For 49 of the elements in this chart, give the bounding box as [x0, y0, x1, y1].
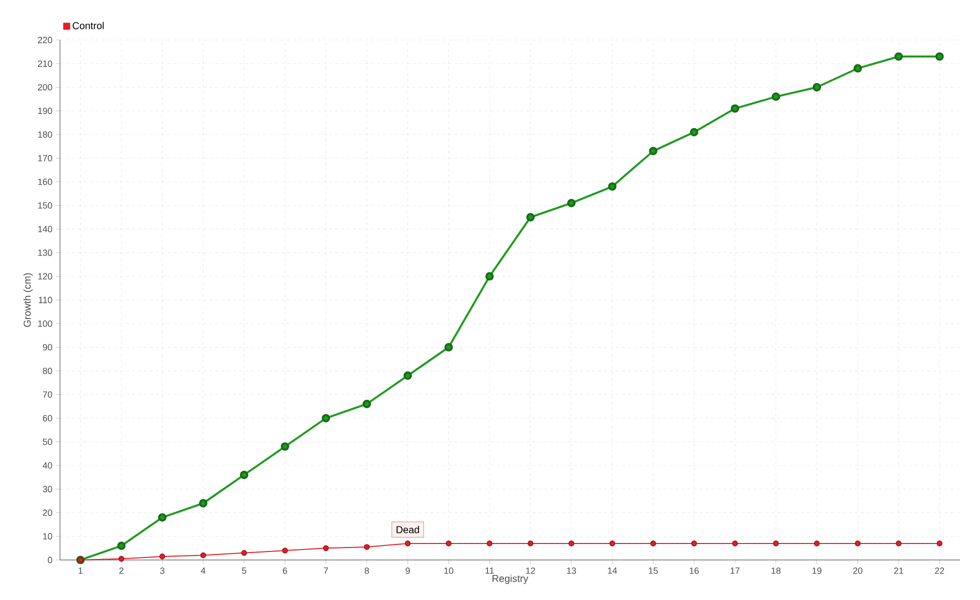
y-tick-label: 50	[42, 438, 52, 445]
y-tick-label: 220	[38, 36, 52, 44]
x-tick-label: 18	[772, 568, 781, 574]
x-tick-label: 22	[935, 568, 944, 574]
annotation: Dead	[396, 526, 420, 534]
y-tick-label: 10	[43, 533, 52, 540]
x-tick-label: 11	[486, 568, 494, 574]
x-tick-label: 19	[812, 568, 822, 574]
x-tick-label: 6	[282, 568, 288, 574]
y-tick-label: 20	[42, 510, 52, 516]
y-tick-label: 80	[42, 368, 52, 374]
y-tick-label: 210	[38, 60, 52, 67]
y-tick-label: 130	[38, 250, 52, 256]
x-tick-label: 9	[406, 568, 410, 574]
x-tick-label: 5	[242, 568, 246, 574]
y-tick-label: 180	[38, 131, 52, 138]
x-tick-label: 4	[200, 568, 206, 574]
x-tick-label: 21	[894, 568, 904, 574]
y-tick-label: 160	[38, 178, 52, 185]
y-tick-label: 110	[38, 296, 52, 304]
y-axis-title: Growth (cm)	[23, 273, 33, 327]
y-tick-label: 190	[38, 108, 52, 114]
x-tick-label: 20	[853, 568, 862, 574]
y-tick-label: 120	[38, 273, 52, 280]
legend-label: Control	[72, 22, 104, 30]
y-tick-label: 100	[38, 320, 52, 327]
x-tick-label: 14	[608, 568, 617, 574]
x-tick-label: 3	[160, 568, 164, 574]
y-tick-label: 70	[42, 391, 52, 398]
y-tick-label: 90	[42, 344, 52, 350]
y-tick-label: 140	[38, 226, 52, 232]
x-tick-label: 12	[526, 568, 535, 574]
x-tick-label: 15	[648, 568, 658, 574]
y-tick-label: 170	[38, 154, 52, 162]
y-tick-label: 200	[38, 84, 52, 90]
y-tick-label: 0	[48, 556, 52, 564]
y-tick-label: 60	[42, 414, 52, 422]
x-tick-label: 8	[364, 568, 369, 574]
y-tick-label: 30	[42, 486, 52, 492]
x-tick-label: 17	[730, 568, 740, 574]
y-tick-label: 40	[42, 462, 52, 469]
x-tick-label: 16	[690, 568, 699, 574]
x-tick-label: 7	[324, 568, 328, 574]
x-tick-label: 2	[119, 568, 124, 574]
x-axis-title: Registry	[492, 574, 528, 584]
x-tick-label: 10	[444, 568, 454, 574]
x-tick-label: 13	[567, 568, 576, 574]
y-tick-label: 150	[38, 202, 52, 209]
x-tick-label: 1	[78, 568, 83, 574]
